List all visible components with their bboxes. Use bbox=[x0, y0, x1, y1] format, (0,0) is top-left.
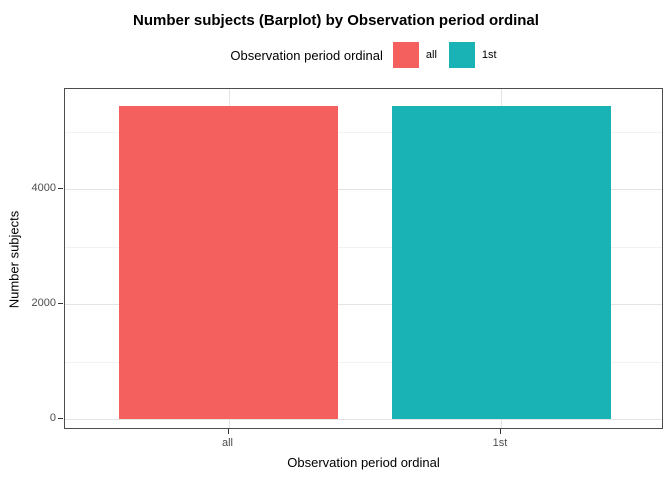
x-tick-label: all bbox=[221, 437, 233, 449]
minor-gridline bbox=[65, 246, 662, 248]
major-gridline bbox=[65, 304, 662, 305]
y-tick-label: 2000 bbox=[31, 297, 56, 309]
major-gridline bbox=[65, 419, 662, 420]
major-gridline bbox=[65, 189, 662, 190]
x-tick-label: 1st bbox=[492, 437, 508, 449]
legend-item-all: all bbox=[392, 42, 437, 68]
minor-gridline bbox=[65, 361, 662, 363]
plot-panel bbox=[64, 88, 663, 429]
x-axis-title: Observation period ordinal bbox=[287, 455, 440, 470]
legend-key-label: 1st bbox=[481, 49, 497, 61]
bar-1st bbox=[391, 106, 611, 419]
y-tick-mark bbox=[58, 303, 63, 304]
y-tick-label: 4000 bbox=[31, 182, 56, 194]
legend: Observation period ordinal all 1st bbox=[64, 40, 663, 70]
x-tick-mark bbox=[500, 429, 501, 434]
legend-item-1st: 1st bbox=[448, 42, 497, 68]
y-tick-mark bbox=[58, 418, 63, 419]
y-axis-title: Number subjects bbox=[6, 210, 22, 309]
legend-swatch-all bbox=[392, 42, 419, 68]
chart-title: Number subjects (Barplot) by Observation… bbox=[133, 12, 539, 29]
legend-title: Observation period ordinal bbox=[230, 47, 383, 63]
y-tick-label: 0 bbox=[49, 412, 56, 424]
bar-all bbox=[119, 106, 338, 419]
y-tick-mark bbox=[58, 188, 63, 189]
x-tick-mark bbox=[227, 429, 229, 434]
legend-swatch-1st bbox=[448, 42, 475, 68]
minor-gridline bbox=[65, 131, 662, 133]
legend-key-label: all bbox=[425, 49, 437, 61]
legend-items: all 1st bbox=[392, 42, 497, 68]
